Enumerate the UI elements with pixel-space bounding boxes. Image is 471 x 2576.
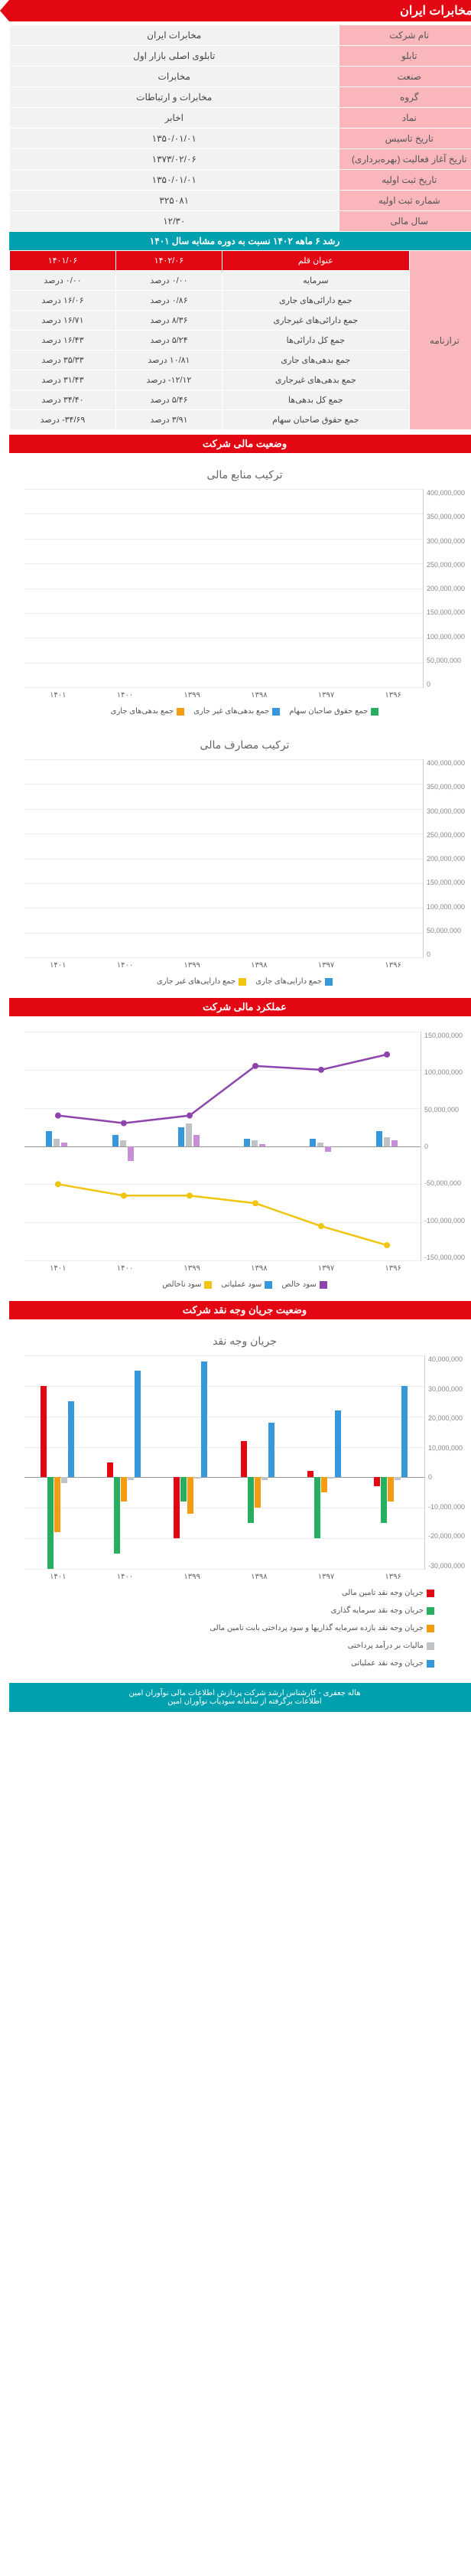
cell: جمع دارائی‌های جاری	[213, 291, 400, 311]
cell: ۱۲/۱۲- درصد	[106, 370, 213, 390]
y-axis: 400,000,000350,000,000300,000,000250,000…	[414, 759, 456, 958]
chart-title: ترکیب مصارف مالی	[15, 739, 456, 752]
info-label: سال مالی	[330, 211, 471, 232]
legend: جمع دارایی‌های جاری جمع دارایی‌های غیر ج…	[15, 977, 456, 986]
cell: جمع بدهی‌های جاری	[213, 351, 400, 370]
cell: جمع دارائی‌های غیرجاری	[213, 311, 400, 331]
info-value: مخابرات و ارتباطات	[1, 87, 330, 108]
cell: ۳/۹۱ درصد	[106, 410, 213, 430]
info-value: ۱۳۵۰/۰۱/۰۱	[1, 170, 330, 191]
info-label: صنعت	[330, 67, 471, 87]
y-axis: 40,000,00030,000,00020,000,00010,000,000…	[416, 1355, 456, 1570]
legend: جمع حقوق صاحبان سهام جمع بدهی‌های غیر جا…	[15, 707, 456, 716]
cell: ۵/۲۴ درصد	[106, 331, 213, 351]
x-axis: ۱۳۹۶۱۳۹۷۱۳۹۸۱۳۹۹۱۴۰۰۱۴۰۱	[15, 1264, 417, 1273]
info-value: اخابر	[1, 108, 330, 129]
cell: ۵/۴۶ درصد	[106, 390, 213, 410]
info-label: گروه	[330, 87, 471, 108]
growth-table: ترازنامه عنوان قلم ۱۴۰۲/۰۶ ۱۴۰۱/۰۶ سرمای…	[0, 250, 471, 430]
info-label: تابلو	[330, 46, 471, 67]
col-header: عنوان قلم	[213, 251, 400, 271]
legend: جریان وجه نقد تامین مالی جریان وجه نقد س…	[15, 1589, 456, 1668]
cell: ۱۶/۷۱ درصد	[1, 311, 107, 331]
info-label: تاریخ تاسیس	[330, 129, 471, 149]
info-value: مخابرات ایران	[1, 25, 330, 46]
cell: ۳۵/۳۳ درصد	[1, 351, 107, 370]
chart-body	[15, 1032, 412, 1261]
chart-body	[15, 759, 414, 958]
col-header: ۱۴۰۱/۰۶	[1, 251, 107, 271]
cell: ۰/۰۰ درصد	[106, 271, 213, 291]
chart-body	[15, 489, 414, 688]
cell: جمع بدهی‌های غیرجاری	[213, 370, 400, 390]
info-value: ۳۲۵۰۸۱	[1, 191, 330, 211]
chart-title: جریان وجه نقد	[15, 1335, 456, 1348]
company-info-table: نام شرکتمخابرات ایران تابلوتابلوی اصلی ب…	[0, 24, 471, 232]
y-axis: 400,000,000350,000,000300,000,000250,000…	[414, 489, 456, 688]
cell: ۰/۰۰ درصد	[1, 271, 107, 291]
cell: جمع کل دارائی‌ها	[213, 331, 400, 351]
section-banner: وضعیت جریان وجه نقد شرکت	[0, 1301, 471, 1319]
info-label: تاریخ ثبت اولیه	[330, 170, 471, 191]
cell: ۳۴/۴۰ درصد	[1, 390, 107, 410]
y-axis: 150,000,000100,000,00050,000,0000-50,000…	[412, 1032, 456, 1261]
growth-sidehead: ترازنامه	[400, 251, 470, 430]
cell: ۱۶/۴۳ درصد	[1, 331, 107, 351]
info-value: تابلوی اصلی بازار اول	[1, 46, 330, 67]
info-value: ۱۳۵۰/۰۱/۰۱	[1, 129, 330, 149]
cell: ۸/۳۶ درصد	[106, 311, 213, 331]
col-header: ۱۴۰۲/۰۶	[106, 251, 213, 271]
legend: سود خالص سود عملیاتی سود ناخالص	[15, 1280, 456, 1289]
chart-title: ترکیب منابع مالی	[15, 468, 456, 481]
info-value: ۱۲/۳۰	[1, 211, 330, 232]
cell: ۳۱/۴۳ درصد	[1, 370, 107, 390]
cell: سرمایه	[213, 271, 400, 291]
section-banner: وضعیت مالی شرکت	[0, 435, 471, 453]
cell: جمع کل بدهی‌ها	[213, 390, 400, 410]
growth-header: رشد ۶ ماهه ۱۴۰۲ نسبت به دوره مشابه سال ۱…	[0, 232, 471, 250]
cell: جمع حقوق صاحبان سهام	[213, 410, 400, 430]
info-label: نام شرکت	[330, 25, 471, 46]
cell: ۰/۸۶ درصد	[106, 291, 213, 311]
chart-body	[15, 1355, 416, 1570]
cell: ۳۴/۶۹- درصد	[1, 410, 107, 430]
info-label: شماره ثبت اولیه	[330, 191, 471, 211]
info-label: نماد	[330, 108, 471, 129]
x-axis: ۱۳۹۶۱۳۹۷۱۳۹۸۱۳۹۹۱۴۰۰۱۴۰۱	[15, 1573, 417, 1581]
x-axis: ۱۳۹۶۱۳۹۷۱۳۹۸۱۳۹۹۱۴۰۰۱۴۰۱	[15, 961, 417, 970]
company-header: مخابرات ایران	[0, 0, 471, 21]
chart4: جریان وجه نقد 40,000,00030,000,00020,000…	[0, 1327, 471, 1675]
x-axis: ۱۳۹۶۱۳۹۷۱۳۹۸۱۳۹۹۱۴۰۰۱۴۰۱	[15, 691, 417, 699]
footer: هاله جعفری - کارشناس ارشد شرکت پردازش اط…	[0, 1683, 471, 1712]
chart2: ترکیب مصارف مالی 400,000,000350,000,0003…	[0, 731, 471, 993]
cell: ۱۰/۸۱ درصد	[106, 351, 213, 370]
info-label: تاریخ آغاز فعالیت (بهره‌برداری)	[330, 149, 471, 170]
chart1: ترکیب منابع مالی 400,000,000350,000,0003…	[0, 461, 471, 723]
info-value: مخابرات	[1, 67, 330, 87]
section-banner: عملکرد مالی شرکت	[0, 998, 471, 1016]
chart3: 150,000,000100,000,00050,000,0000-50,000…	[0, 1024, 471, 1296]
cell: ۱۶/۰۶ درصد	[1, 291, 107, 311]
info-value: ۱۳۷۳/۰۲/۰۶	[1, 149, 330, 170]
